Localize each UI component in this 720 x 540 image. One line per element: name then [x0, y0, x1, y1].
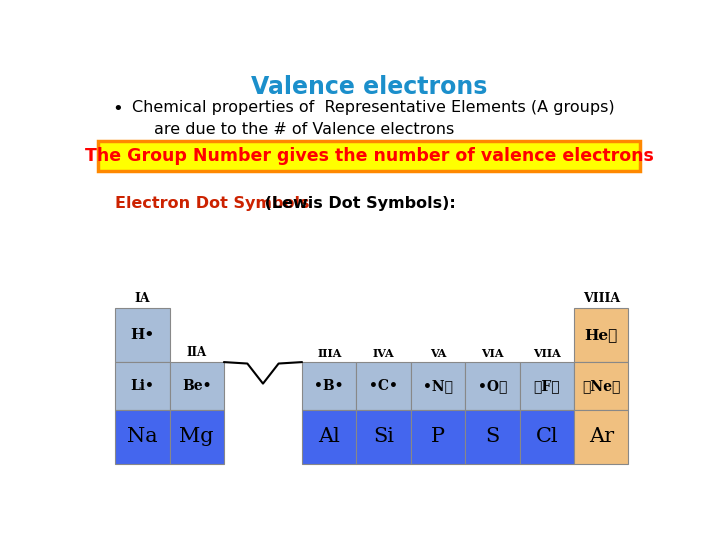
- Text: •N∶: •N∶: [423, 379, 453, 393]
- Text: He∶: He∶: [585, 328, 618, 342]
- Text: are due to the # of Valence electrons: are due to the # of Valence electrons: [154, 122, 454, 137]
- Text: The Group Number gives the number of valence electrons: The Group Number gives the number of val…: [84, 147, 654, 165]
- Text: Al: Al: [318, 428, 340, 447]
- Text: VIA: VIA: [481, 348, 504, 359]
- Text: IA: IA: [135, 292, 150, 305]
- Bar: [574, 362, 629, 410]
- Text: ∶Ne∶: ∶Ne∶: [582, 379, 621, 393]
- Text: ∶F∶: ∶F∶: [534, 379, 560, 393]
- Text: IIIA: IIIA: [317, 348, 341, 359]
- Text: Li•: Li•: [130, 379, 154, 393]
- Text: •B•: •B•: [315, 379, 344, 393]
- Text: Si: Si: [373, 428, 394, 447]
- Bar: [302, 362, 356, 410]
- Text: Chemical properties of  Representative Elements (A groups): Chemical properties of Representative El…: [132, 100, 614, 115]
- Bar: [411, 410, 465, 464]
- Text: •: •: [112, 100, 123, 118]
- Text: Ar: Ar: [589, 428, 614, 447]
- Text: H•: H•: [130, 328, 154, 342]
- Bar: [520, 410, 574, 464]
- Text: Electron Dot Symbols: Electron Dot Symbols: [115, 196, 310, 211]
- Text: •C•: •C•: [369, 379, 398, 393]
- Text: Mg: Mg: [179, 428, 214, 447]
- Text: VIIIA: VIIIA: [582, 292, 620, 305]
- Text: •O∶: •O∶: [478, 379, 507, 393]
- Text: IVA: IVA: [373, 348, 395, 359]
- Text: S: S: [485, 428, 500, 447]
- Bar: [169, 410, 224, 464]
- Text: IIA: IIA: [186, 346, 207, 359]
- Text: Cl: Cl: [536, 428, 558, 447]
- Text: VIIA: VIIA: [533, 348, 561, 359]
- Bar: [302, 410, 356, 464]
- Text: P: P: [431, 428, 445, 447]
- Bar: [411, 362, 465, 410]
- Bar: [356, 362, 411, 410]
- Bar: [520, 362, 574, 410]
- Text: Na: Na: [127, 428, 158, 447]
- FancyBboxPatch shape: [99, 141, 639, 171]
- Text: (Lewis Dot Symbols):: (Lewis Dot Symbols):: [258, 196, 455, 211]
- Text: Be•: Be•: [182, 379, 212, 393]
- Bar: [169, 362, 224, 410]
- Bar: [115, 362, 169, 410]
- Bar: [465, 410, 520, 464]
- Bar: [574, 308, 629, 362]
- Bar: [465, 362, 520, 410]
- Bar: [356, 410, 411, 464]
- Text: VA: VA: [430, 348, 446, 359]
- Bar: [574, 410, 629, 464]
- Bar: [115, 308, 169, 362]
- Bar: [115, 410, 169, 464]
- Text: Valence electrons: Valence electrons: [251, 75, 487, 99]
